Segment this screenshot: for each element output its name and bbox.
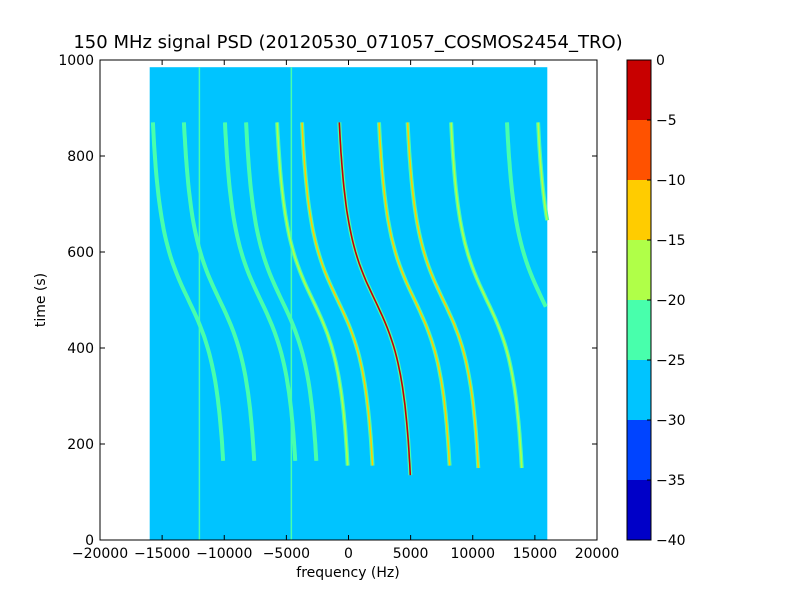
x-axis-ticks: −20000 −15000 −10000 −5000 0 5000 10000 15000 20… — [72, 60, 619, 562]
signal-trace-7 — [377, 122, 452, 466]
x-tick-label: 15000 — [513, 546, 558, 562]
y-tick-label: 1000 — [58, 53, 94, 69]
heatmap — [149, 67, 550, 540]
signal-trace-11 — [536, 122, 550, 221]
colorbar-tick-label: −30 — [656, 413, 686, 429]
signal-trace-9 — [449, 122, 524, 469]
chart-title: 150 MHz signal PSD (20120530_071057_COSM… — [73, 32, 622, 53]
colorbar-band-7 — [627, 60, 651, 120]
x-tick-label: −15000 — [134, 546, 190, 562]
colorbar-band-5 — [627, 180, 651, 240]
plot-area: −20000 −15000 −10000 −5000 0 5000 10000 15000 20… — [58, 53, 619, 562]
y-tick-label: 800 — [67, 149, 94, 165]
y-tick-label: 200 — [67, 437, 94, 453]
colorbar-tick-label: −40 — [656, 533, 686, 549]
y-tick-label: 400 — [67, 341, 94, 357]
signal-trace-10 — [505, 122, 548, 308]
x-tick-label: −10000 — [196, 546, 252, 562]
signal-trace-6 — [337, 122, 413, 476]
colorbar-band-0 — [627, 480, 651, 540]
colorbar-band-2 — [627, 360, 651, 420]
signal-trace-8 — [405, 122, 481, 469]
signal-trace-3 — [244, 122, 319, 461]
colorbar-tick-label: −15 — [656, 233, 686, 249]
x-tick-label: 0 — [344, 546, 353, 562]
signal-trace-1 — [181, 122, 257, 461]
colorbar-tick-label: −20 — [656, 293, 686, 309]
x-tick-label: 20000 — [575, 546, 620, 562]
signal-trace-0 — [150, 122, 226, 461]
y-axis-label: time (s) — [33, 273, 49, 327]
x-tick-label: 10000 — [450, 546, 495, 562]
y-axis-ticks: 0 200 400 600 800 1000 — [58, 53, 597, 549]
x-axis-label: frequency (Hz) — [296, 565, 399, 581]
colorbar-band-4 — [627, 240, 651, 300]
colorbar-tick-label: −35 — [656, 473, 686, 489]
colorbar: 0 −5 −10 −15 −20 −25 −30 −35 −40 — [626, 53, 686, 549]
x-tick-label: −5000 — [263, 546, 310, 562]
colorbar-tick-label: −10 — [656, 173, 686, 189]
colorbar-tick-label: −5 — [656, 113, 677, 129]
y-tick-label: 600 — [67, 245, 94, 261]
colorbar-band-1 — [627, 420, 651, 480]
signal-trace-4 — [275, 122, 350, 466]
colorbar-tick-label: −25 — [656, 353, 686, 369]
y-tick-label: 0 — [85, 533, 94, 549]
signal-trace-2 — [223, 122, 298, 461]
colorbar-tick-label: 0 — [656, 53, 665, 69]
signal-trace-5 — [300, 122, 375, 466]
x-tick-label: 5000 — [393, 546, 429, 562]
colorbar-band-6 — [627, 120, 651, 180]
x-tick-label: −20000 — [72, 546, 128, 562]
colorbar-band-3 — [627, 300, 651, 360]
